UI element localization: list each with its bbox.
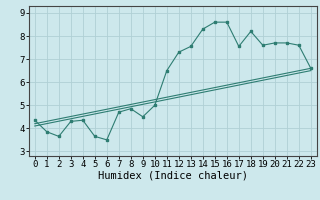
- X-axis label: Humidex (Indice chaleur): Humidex (Indice chaleur): [98, 171, 248, 181]
